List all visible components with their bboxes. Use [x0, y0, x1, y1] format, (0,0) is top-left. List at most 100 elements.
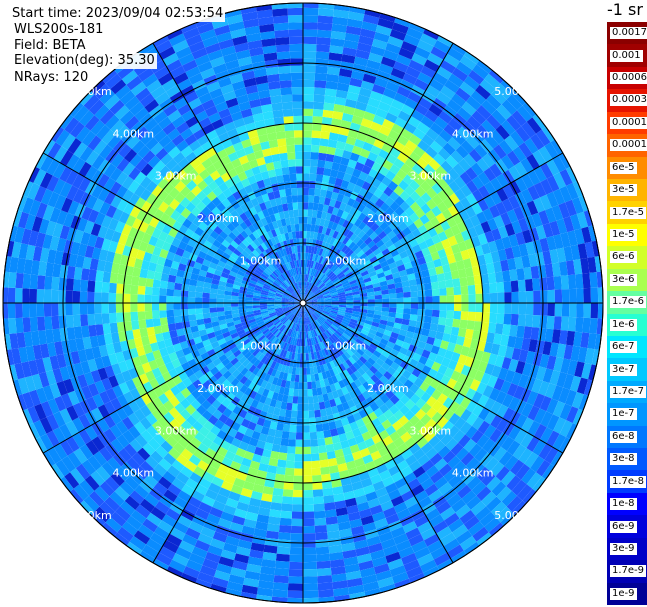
ppi-cell	[288, 269, 293, 277]
ppi-cell	[252, 259, 261, 267]
ppi-cell	[237, 171, 248, 182]
ppi-cell	[58, 476, 74, 494]
ppi-cell	[366, 377, 376, 387]
ppi-cell	[65, 420, 79, 437]
ppi-cell	[281, 496, 293, 505]
ppi-cell	[138, 319, 147, 329]
ppi-cell	[452, 460, 466, 475]
ppi-cell	[227, 274, 236, 281]
ppi-cell	[99, 109, 115, 125]
ppi-cell	[93, 139, 108, 155]
ppi-cell	[310, 300, 318, 302]
ppi-cell	[413, 218, 424, 229]
ppi-cell	[188, 373, 199, 384]
ppi-cell	[0, 319, 2, 336]
ppi-cell	[231, 288, 240, 293]
ppi-cell	[94, 281, 103, 293]
ppi-cell	[225, 535, 240, 547]
ppi-cell	[66, 185, 79, 201]
ppi-cell	[133, 530, 151, 545]
ppi-cell	[391, 174, 403, 186]
ppi-cell	[273, 575, 289, 584]
ppi-cell	[307, 308, 313, 315]
ppi-cell	[437, 147, 451, 161]
ppi-cell	[319, 315, 327, 322]
ppi-cell	[255, 369, 264, 378]
ppi-cell	[316, 247, 321, 256]
ppi-cell	[481, 99, 497, 115]
ppi-cell	[329, 398, 337, 408]
ppi-cell	[33, 169, 47, 186]
ppi-cell	[87, 234, 98, 248]
ppi-cell	[170, 385, 181, 397]
ppi-cell	[165, 508, 181, 522]
ppi-cell	[244, 184, 254, 194]
ppi-cell	[538, 380, 550, 396]
ppi-cell	[374, 518, 389, 529]
ppi-cell	[447, 389, 459, 401]
ppi-cell	[158, 476, 172, 490]
ppi-cell	[175, 349, 185, 359]
ppi-cell	[66, 436, 80, 452]
ppi-cell	[282, 225, 288, 234]
ppi-cell	[124, 96, 140, 111]
ppi-cell	[379, 403, 390, 414]
ppi-cell	[246, 291, 254, 296]
ppi-cell	[509, 324, 518, 337]
ppi-cell	[227, 444, 239, 455]
ppi-cell	[383, 87, 397, 100]
ppi-cell	[137, 285, 146, 295]
ppi-cell	[345, 166, 355, 176]
ppi-cell	[230, 267, 239, 274]
ppi-cell	[279, 315, 287, 322]
ppi-cell	[361, 21, 378, 32]
ppi-cell	[261, 493, 273, 503]
ppi-cell	[277, 459, 287, 468]
ppi-cell	[267, 265, 275, 273]
ppi-cell	[298, 289, 302, 297]
ppi-cell	[494, 238, 505, 251]
ppi-cell	[252, 305, 260, 309]
ppi-cell	[383, 409, 394, 420]
ppi-cell	[140, 405, 152, 418]
ppi-cell	[352, 168, 362, 178]
ppi-cell	[303, 187, 309, 196]
ppi-cell	[316, 232, 322, 241]
ppi-cell	[288, 329, 293, 337]
ppi-cell	[495, 432, 509, 447]
ppi-cell	[335, 365, 343, 374]
ppi-cell	[484, 411, 497, 425]
ppi-cell	[484, 134, 499, 149]
ppi-cell	[108, 353, 119, 366]
ppi-cell	[404, 185, 415, 197]
ppi-cell	[265, 162, 275, 171]
ppi-cell	[535, 225, 547, 240]
ppi-cell	[360, 477, 373, 488]
ppi-cell	[386, 278, 395, 285]
ppi-cell	[145, 180, 158, 193]
ppi-cell	[185, 478, 199, 491]
ppi-cell	[412, 244, 422, 254]
ppi-cell	[59, 408, 73, 424]
ppi-cell	[111, 363, 122, 376]
ppi-cell	[332, 256, 340, 264]
ppi-cell	[317, 582, 334, 591]
ppi-cell	[506, 209, 519, 223]
ppi-cell	[269, 288, 277, 293]
ppi-cell	[491, 109, 507, 125]
ppi-cell	[316, 560, 331, 569]
ppi-cell	[145, 243, 156, 255]
ppi-cell	[311, 322, 317, 330]
ppi-cell	[161, 514, 177, 528]
ppi-cell	[231, 303, 239, 307]
ppi-cell	[320, 356, 327, 365]
ppi-cell	[332, 230, 339, 239]
ppi-cell	[309, 367, 315, 375]
ppi-cell	[447, 235, 458, 247]
ppi-cell	[110, 195, 123, 209]
ppi-cell	[454, 303, 462, 312]
ppi-cell	[497, 367, 509, 381]
ppi-cell	[340, 334, 348, 342]
ppi-cell	[184, 460, 198, 473]
ppi-cell	[138, 221, 149, 233]
